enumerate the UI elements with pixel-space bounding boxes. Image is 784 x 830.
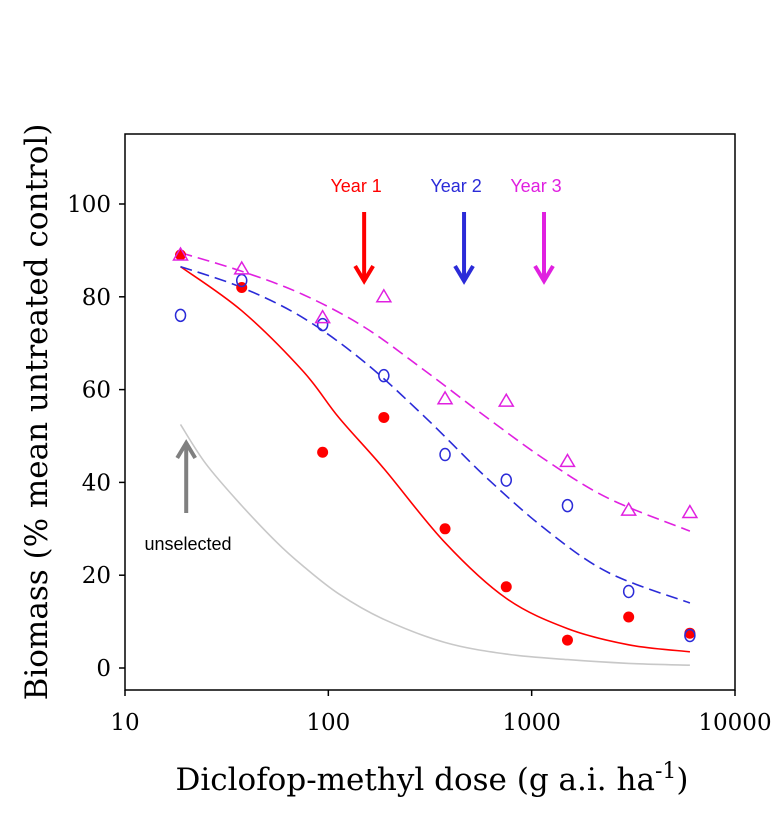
point-year-3 xyxy=(497,392,515,407)
arrow-head-year-2 xyxy=(453,264,475,285)
point-year-3 xyxy=(375,288,393,303)
point-year-3 xyxy=(620,501,637,516)
annotation-label-year-1: Year 1 xyxy=(330,176,381,196)
x-axis-label-close: ) xyxy=(676,762,688,798)
y-axis-ticks: 0 20 40 60 80 100 xyxy=(67,192,125,682)
point-year-3 xyxy=(172,246,189,261)
fit-line-unselected xyxy=(179,423,690,666)
annotation-label-unselected: unselected xyxy=(144,534,231,554)
annotations: Year 1 Year 2 Year 3 unselected xyxy=(144,176,561,554)
plot-frame xyxy=(124,133,736,691)
arrow-head-year-3 xyxy=(533,264,555,285)
x-axis-ticks: 10 100 1000 10000 xyxy=(110,690,772,736)
point-year-2 xyxy=(622,584,635,599)
point-year-1 xyxy=(317,446,329,458)
y-tick-label: 80 xyxy=(82,285,111,311)
point-year-2 xyxy=(378,368,390,383)
point-year-3 xyxy=(233,260,251,275)
point-year-2 xyxy=(439,447,451,462)
point-year-1 xyxy=(623,611,635,623)
y-axis-label: Biomass (% mean untreated control) xyxy=(19,124,55,701)
y-tick-label: 20 xyxy=(82,563,111,589)
point-year-2 xyxy=(316,317,329,332)
annotation-label-year-3: Year 3 xyxy=(510,176,561,196)
point-year-3 xyxy=(559,453,576,468)
y-tick-label: 40 xyxy=(82,470,111,496)
x-axis-label-main: Diclofop-methyl dose (g a.i. ha xyxy=(176,762,655,798)
point-year-2 xyxy=(174,308,187,323)
fit-line-year-1 xyxy=(180,265,690,653)
arrow-head-year-1 xyxy=(353,264,375,285)
point-year-1 xyxy=(378,411,390,423)
x-tick-label: 100 xyxy=(306,710,350,736)
point-year-2 xyxy=(500,473,513,487)
point-year-2 xyxy=(684,628,696,643)
x-tick-label: 10 xyxy=(110,710,139,736)
x-axis-label: Diclofop-methyl dose (g a.i. ha-1) xyxy=(176,759,689,798)
y-tick-label: 0 xyxy=(96,656,111,682)
arrow-head-unselected xyxy=(175,439,197,460)
point-year-3 xyxy=(681,504,699,519)
point-year-3 xyxy=(436,390,454,405)
point-year-1 xyxy=(439,523,451,535)
point-year-3 xyxy=(314,309,331,324)
x-tick-label: 10000 xyxy=(698,710,771,736)
x-tick-label: 1000 xyxy=(502,710,561,736)
y-tick-label: 100 xyxy=(67,192,111,218)
data-points xyxy=(172,246,699,646)
annotation-label-year-2: Year 2 xyxy=(430,176,481,196)
x-axis-label-superscript: -1 xyxy=(655,759,676,784)
fit-line-year-3 xyxy=(180,251,691,532)
point-year-2 xyxy=(561,498,574,513)
point-year-1 xyxy=(561,634,573,646)
point-year-1 xyxy=(500,581,512,593)
fit-line-year-2 xyxy=(180,265,691,604)
fit-curves xyxy=(179,251,691,666)
y-tick-label: 60 xyxy=(82,378,111,404)
